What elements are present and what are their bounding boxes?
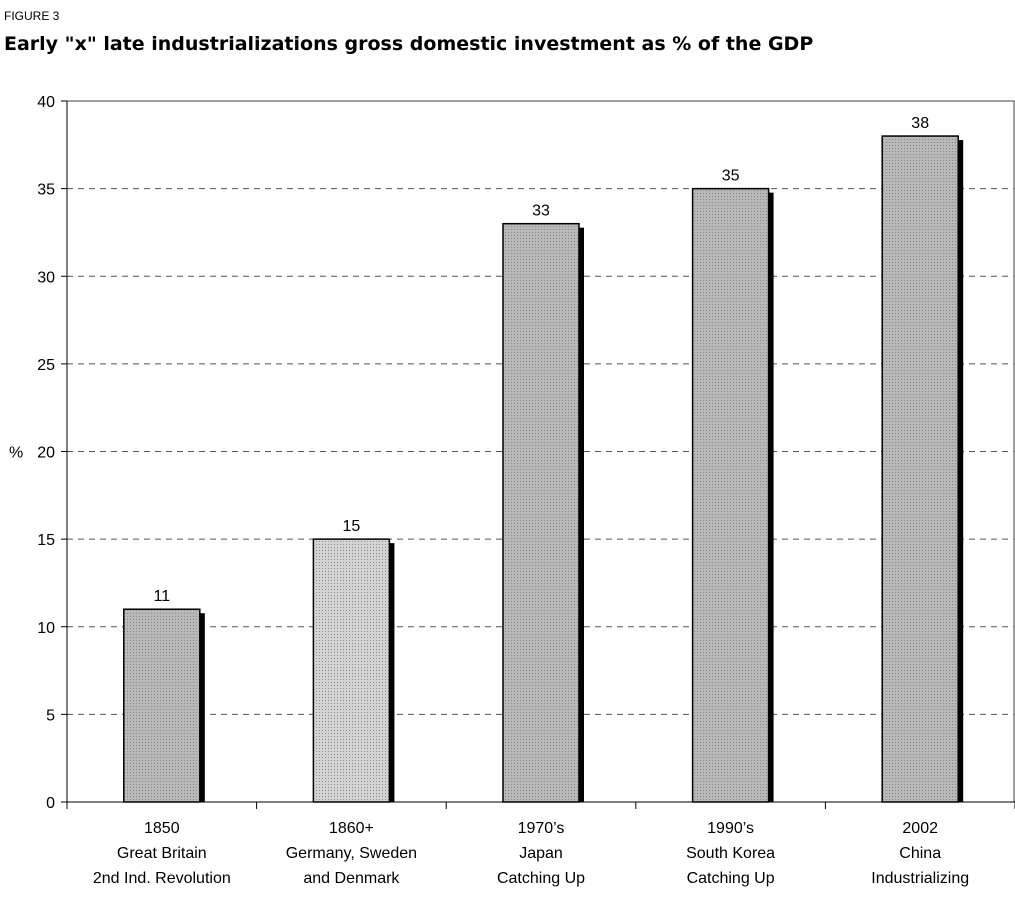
y-tick-label-25: 25	[37, 357, 55, 374]
y-tick-label-10: 10	[37, 620, 55, 637]
y-tick-label-35: 35	[37, 182, 55, 199]
category-label-0-2: 2nd Ind. Revolution	[93, 870, 231, 887]
bar-1	[312, 538, 391, 803]
data-label-4: 38	[911, 115, 929, 132]
y-tick-label-30: 30	[37, 269, 55, 286]
y-axis-label: %	[9, 445, 23, 462]
category-label-2-2: Catching Up	[497, 870, 585, 887]
category-label-1-0: 1860+	[329, 820, 374, 837]
figure-label: FIGURE 3	[4, 9, 60, 23]
bar-0	[123, 608, 201, 803]
y-tick-label-0: 0	[46, 795, 55, 812]
category-label-4-0: 2002	[902, 820, 938, 837]
y-tick-label-15: 15	[37, 532, 55, 549]
y-tick-label-20: 20	[37, 445, 55, 462]
category-label-0-1: Great Britain	[117, 845, 207, 862]
category-label-0-0: 1850	[144, 820, 180, 837]
category-label-2-1: Japan	[519, 845, 563, 862]
category-label-2-0: 1970’s	[518, 820, 565, 837]
category-label-3-2: Catching Up	[687, 870, 775, 887]
data-label-0: 11	[153, 588, 170, 605]
category-label-3-0: 1990’s	[707, 820, 754, 837]
y-tick-label-40: 40	[37, 94, 55, 111]
data-label-2: 33	[532, 203, 550, 220]
bar-2	[502, 222, 580, 803]
y-tick-label-5: 5	[46, 707, 55, 724]
data-label-1: 15	[343, 518, 361, 535]
category-label-4-2: Industrializing	[871, 870, 969, 887]
category-label-4-1: China	[899, 845, 941, 862]
category-label-1-2: and Denmark	[303, 870, 400, 887]
data-label-3: 35	[722, 168, 740, 185]
bar-3	[691, 187, 770, 803]
category-label-1-1: Germany, Sweden	[286, 845, 417, 862]
category-label-3-1: South Korea	[686, 845, 775, 862]
bar-4	[881, 135, 959, 803]
chart-title: Early "x" late industrializations gross …	[4, 33, 814, 55]
